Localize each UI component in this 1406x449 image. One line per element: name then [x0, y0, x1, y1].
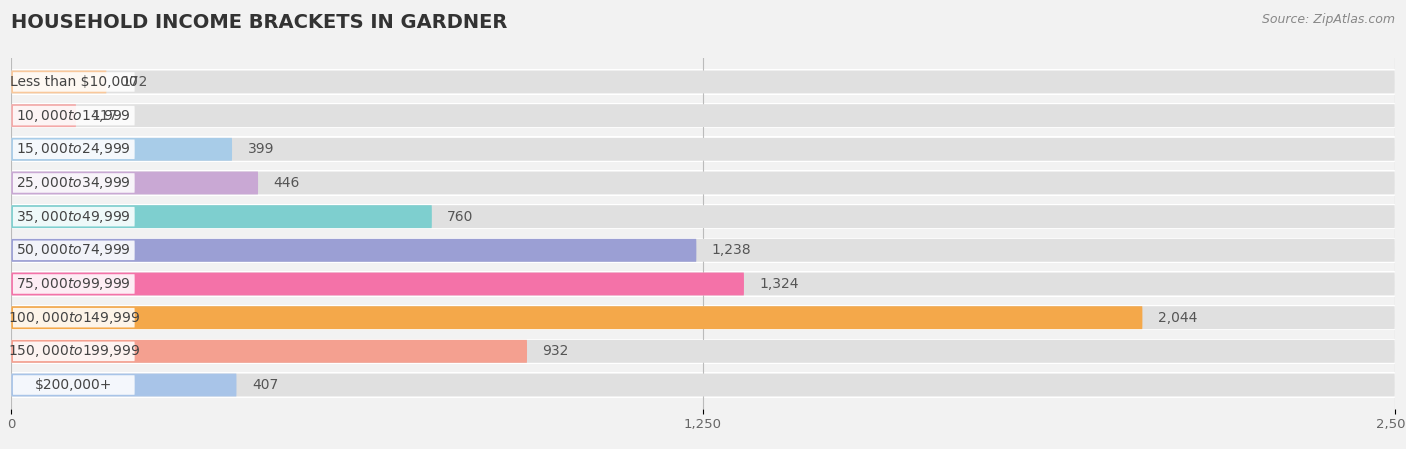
Bar — [11, 238, 1395, 263]
FancyBboxPatch shape — [11, 273, 744, 295]
Bar — [11, 69, 1395, 95]
Bar — [11, 170, 1395, 196]
Bar — [11, 305, 1395, 330]
Text: $15,000 to $24,999: $15,000 to $24,999 — [17, 141, 131, 157]
Text: 172: 172 — [122, 75, 148, 89]
FancyBboxPatch shape — [11, 70, 107, 93]
FancyBboxPatch shape — [13, 72, 135, 92]
Text: 407: 407 — [252, 378, 278, 392]
Text: Source: ZipAtlas.com: Source: ZipAtlas.com — [1261, 13, 1395, 26]
Text: 1,324: 1,324 — [759, 277, 799, 291]
Bar — [11, 103, 1395, 128]
FancyBboxPatch shape — [13, 173, 135, 193]
FancyBboxPatch shape — [11, 374, 1395, 396]
FancyBboxPatch shape — [11, 104, 76, 127]
Text: 399: 399 — [247, 142, 274, 156]
FancyBboxPatch shape — [13, 241, 135, 260]
FancyBboxPatch shape — [11, 340, 527, 363]
FancyBboxPatch shape — [11, 104, 1395, 127]
FancyBboxPatch shape — [11, 172, 1395, 194]
FancyBboxPatch shape — [11, 374, 236, 396]
FancyBboxPatch shape — [13, 342, 135, 361]
Text: Less than $10,000: Less than $10,000 — [10, 75, 138, 89]
Text: $10,000 to $14,999: $10,000 to $14,999 — [17, 108, 131, 123]
FancyBboxPatch shape — [11, 273, 1395, 295]
Text: $150,000 to $199,999: $150,000 to $199,999 — [7, 343, 141, 359]
Bar — [11, 339, 1395, 364]
FancyBboxPatch shape — [11, 239, 1395, 262]
Text: HOUSEHOLD INCOME BRACKETS IN GARDNER: HOUSEHOLD INCOME BRACKETS IN GARDNER — [11, 13, 508, 32]
Text: $25,000 to $34,999: $25,000 to $34,999 — [17, 175, 131, 191]
Text: 2,044: 2,044 — [1159, 311, 1198, 325]
FancyBboxPatch shape — [13, 308, 135, 327]
FancyBboxPatch shape — [11, 138, 232, 161]
Bar — [11, 204, 1395, 229]
Bar — [11, 136, 1395, 162]
FancyBboxPatch shape — [11, 239, 696, 262]
Text: $200,000+: $200,000+ — [35, 378, 112, 392]
Text: $50,000 to $74,999: $50,000 to $74,999 — [17, 242, 131, 258]
Text: 117: 117 — [91, 109, 118, 123]
FancyBboxPatch shape — [11, 172, 259, 194]
Text: 932: 932 — [543, 344, 569, 358]
Text: $75,000 to $99,999: $75,000 to $99,999 — [17, 276, 131, 292]
Text: 1,238: 1,238 — [711, 243, 751, 257]
FancyBboxPatch shape — [13, 207, 135, 226]
FancyBboxPatch shape — [11, 205, 432, 228]
FancyBboxPatch shape — [11, 306, 1395, 329]
FancyBboxPatch shape — [13, 140, 135, 159]
Text: 760: 760 — [447, 210, 474, 224]
FancyBboxPatch shape — [11, 306, 1143, 329]
FancyBboxPatch shape — [13, 375, 135, 395]
Text: $100,000 to $149,999: $100,000 to $149,999 — [7, 310, 141, 326]
FancyBboxPatch shape — [11, 138, 1395, 161]
FancyBboxPatch shape — [13, 106, 135, 125]
FancyBboxPatch shape — [13, 274, 135, 294]
FancyBboxPatch shape — [11, 205, 1395, 228]
Text: 446: 446 — [274, 176, 299, 190]
FancyBboxPatch shape — [11, 70, 1395, 93]
Bar — [11, 271, 1395, 297]
FancyBboxPatch shape — [11, 340, 1395, 363]
Text: $35,000 to $49,999: $35,000 to $49,999 — [17, 209, 131, 224]
Bar — [11, 372, 1395, 398]
